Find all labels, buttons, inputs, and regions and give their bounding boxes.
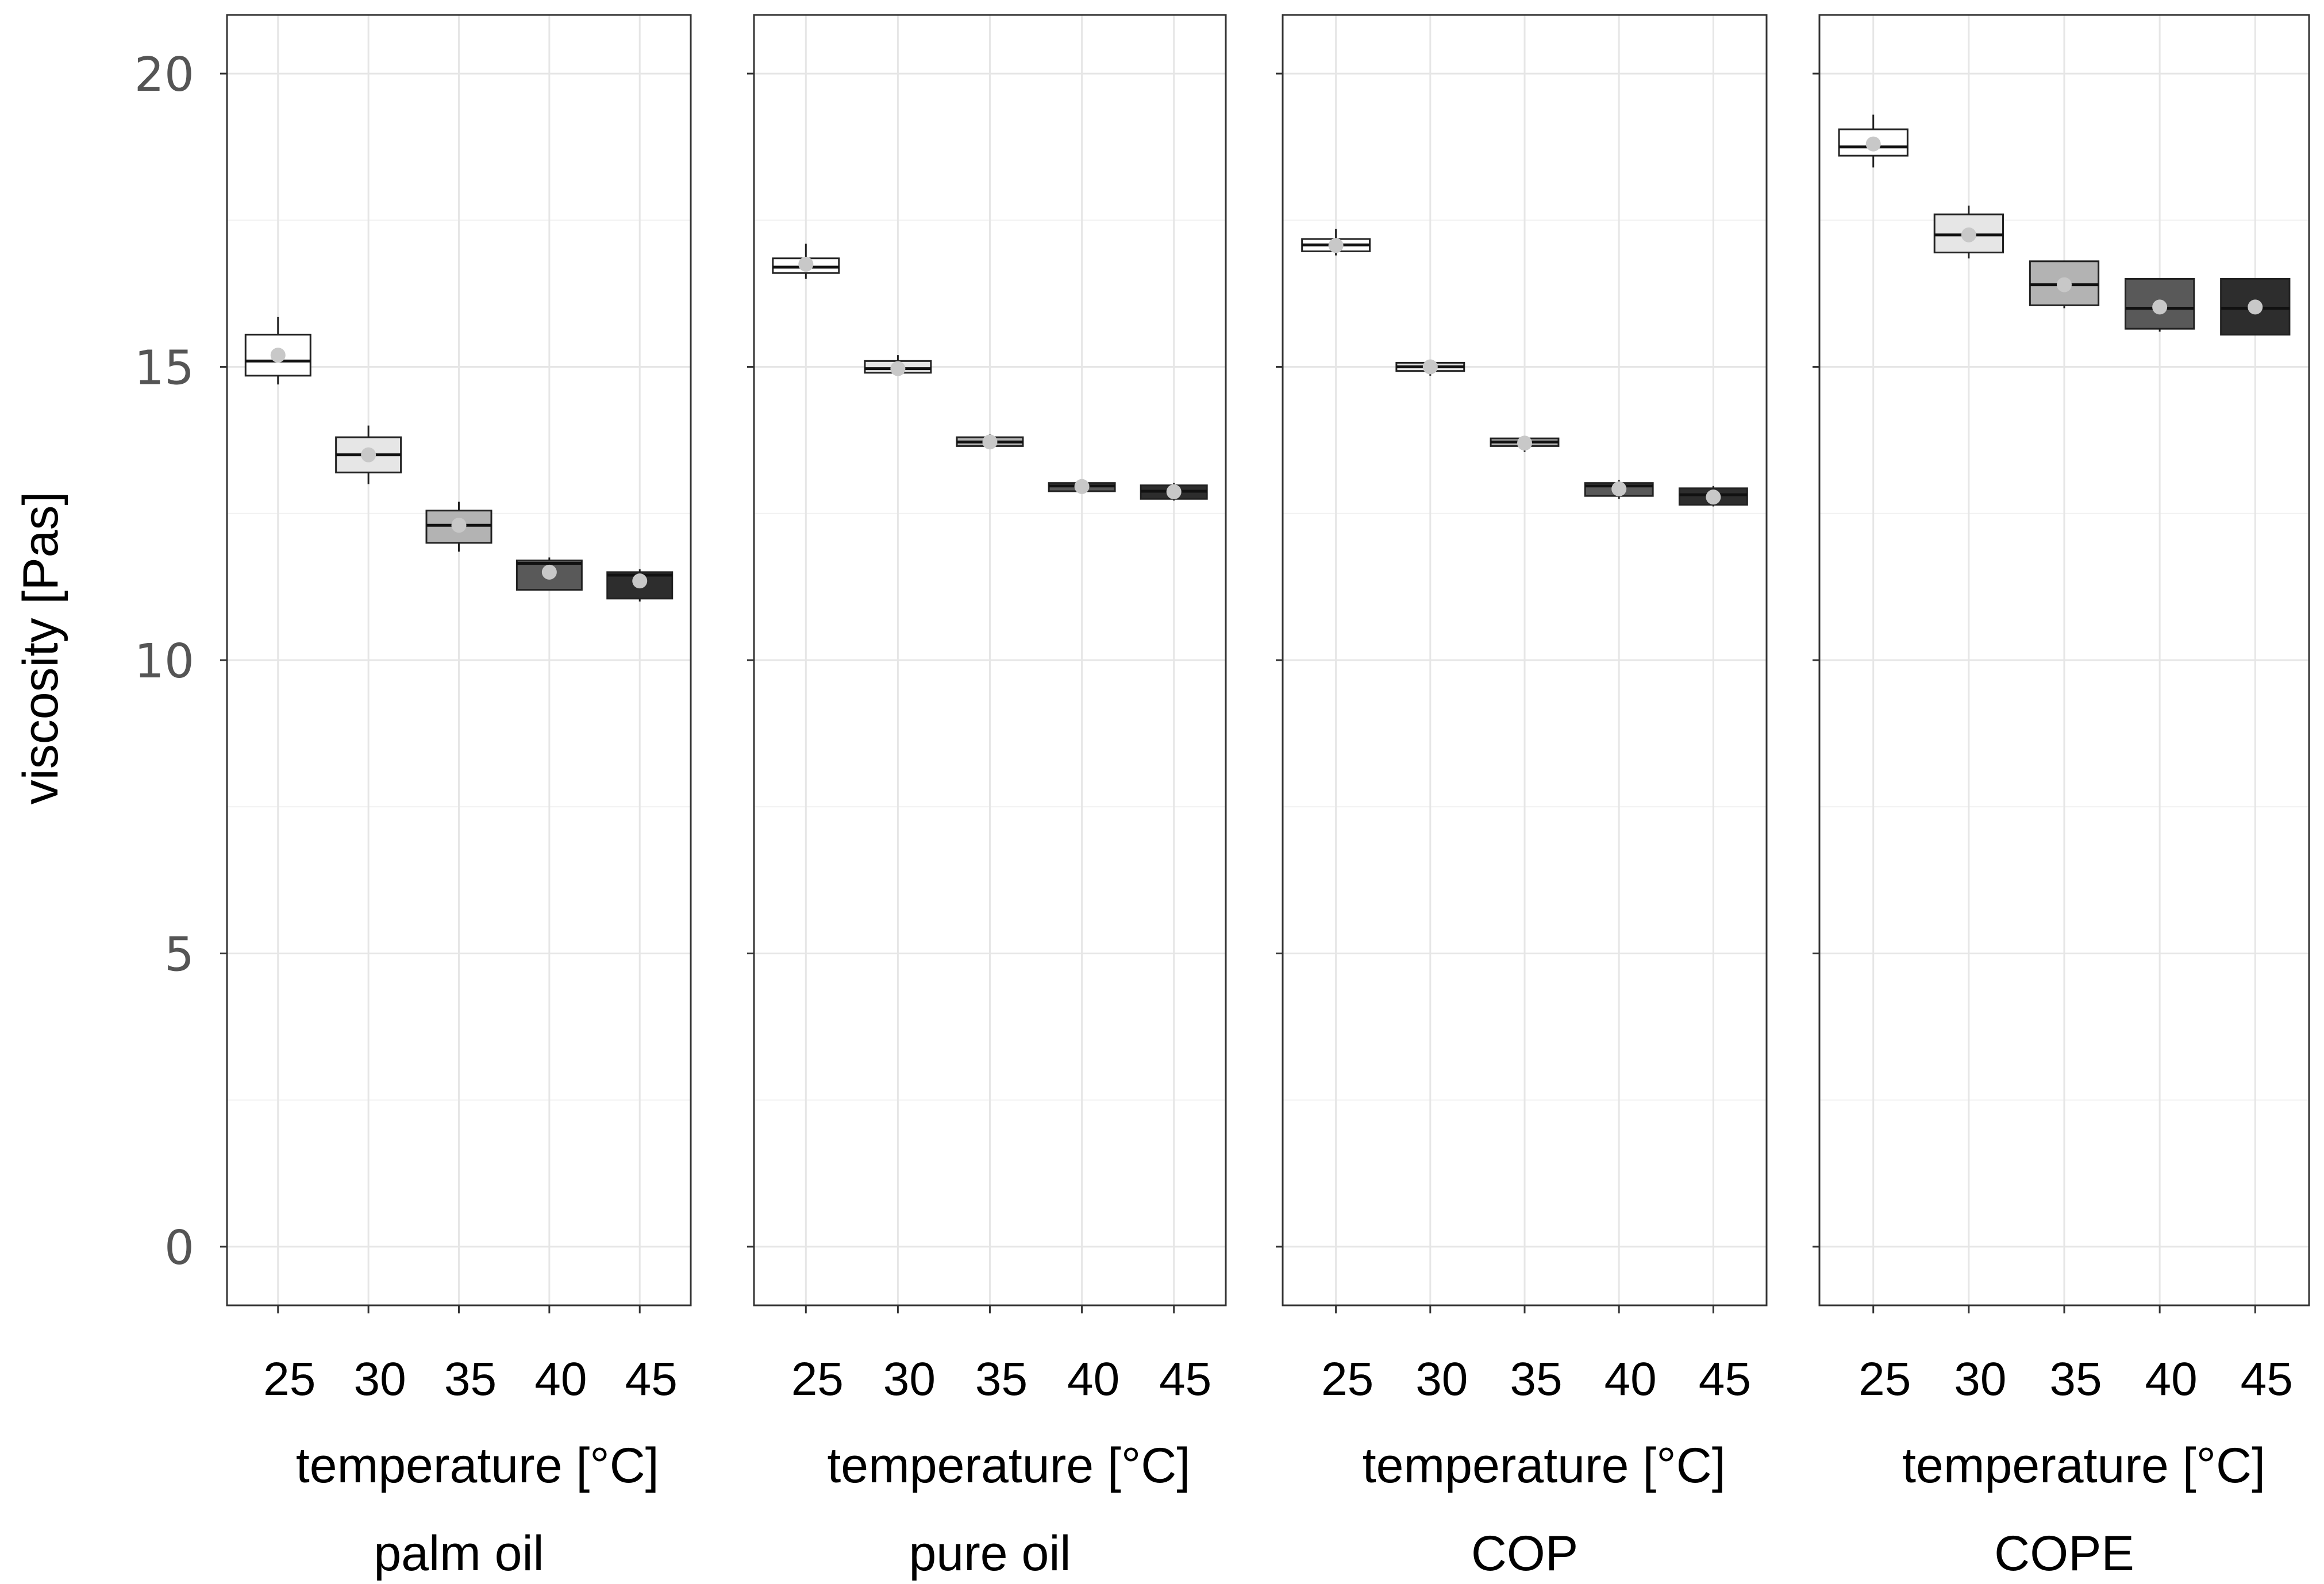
x-tick-label: 45 [1159,1353,1211,1405]
box-layer [244,114,2291,602]
x-axis-title: temperature [°C] [296,1438,659,1493]
y-axis-title: viscosity [Pas] [13,492,68,805]
x-tick-label: 30 [1415,1353,1468,1405]
x-tick-label: 35 [444,1353,497,1405]
y-axis: 0 5 10 15 20 [134,48,1819,1275]
box-mean-marker [1517,435,1532,451]
x-axis: 25 30 35 40 45 25 30 35 40 45 25 30 35 40 45 25 30 35 40 45 [263,1305,2293,1405]
y-tick-label: 15 [134,341,194,396]
box-mean-marker [798,256,814,272]
box-mean-marker [1961,227,1976,242]
x-tick-label: 45 [2241,1353,2293,1405]
grid-layer [227,15,2309,1305]
box-mean-marker [982,434,998,450]
y-tick-label: 0 [164,1221,194,1275]
box-mean-marker [1422,359,1438,375]
box-mean-marker [890,361,906,376]
x-tick-label: 40 [534,1353,587,1405]
x-tick-label: 25 [1321,1353,1373,1405]
box-mean-marker [270,348,286,363]
x-tick-label: 40 [1605,1353,1657,1405]
box-mean-marker [2057,277,2072,292]
panel-label: palm oil [374,1526,544,1581]
box-mean-marker [1706,490,1721,505]
y-tick-label: 5 [164,927,194,982]
x-tick-label: 40 [2145,1353,2198,1405]
box-mean-marker [2248,299,2263,315]
x-tick-label: 45 [625,1353,678,1405]
box-mean-marker [1328,238,1344,253]
box-mean-marker [1166,484,1182,499]
x-tick-label: 35 [975,1353,1028,1405]
box-mean-marker [541,564,557,580]
x-tick-label: 25 [791,1353,844,1405]
box-mean-marker [1074,479,1090,494]
x-tick-label: 25 [1859,1353,1911,1405]
box-mean-marker [361,447,376,463]
box-mean-marker [632,573,648,589]
panel-label: COPE [1994,1526,2134,1581]
box-mean-marker [451,518,467,533]
x-tick-label: 40 [1067,1353,1119,1405]
x-tick-label: 35 [1510,1353,1562,1405]
x-axis-title: temperature [°C] [1363,1438,1726,1493]
x-tick-label: 45 [1699,1353,1751,1405]
box-mean-marker [1611,481,1627,496]
x-axis-title: temperature [°C] [827,1438,1190,1493]
box-mean-marker [2152,299,2168,315]
x-tick-label: 30 [883,1353,936,1405]
box-mean-marker [1865,136,1881,152]
x-tick-label: 35 [2049,1353,2102,1405]
y-tick-label: 20 [134,48,194,102]
panel-label: COP [1471,1526,1578,1581]
panel-label: pure oil [909,1526,1071,1581]
y-tick-label: 10 [134,634,194,689]
label-layer: temperature [°C] palm oil temperature [°C]… [296,1438,2265,1581]
x-axis-title: temperature [°C] [1902,1438,2265,1493]
x-tick-label: 25 [263,1353,315,1405]
x-tick-label: 30 [354,1353,406,1405]
x-tick-label: 30 [1954,1353,2006,1405]
